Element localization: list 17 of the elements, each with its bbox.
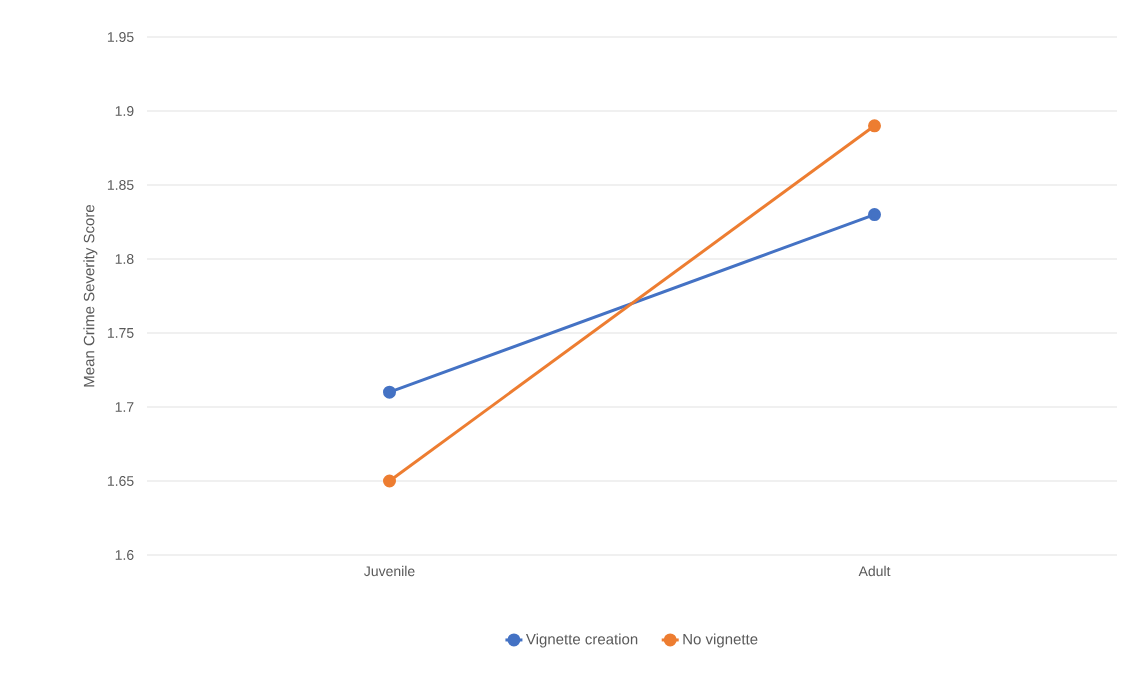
- y-tick-label: 1.75: [107, 328, 134, 338]
- legend-label: No vignette: [683, 633, 758, 648]
- y-tick-label: 1.6: [115, 550, 134, 560]
- y-tick-label: 1.7: [115, 402, 134, 412]
- point: [868, 119, 882, 133]
- legend-label: Vignette creation: [525, 633, 638, 648]
- y-tick-label: 1.65: [107, 476, 134, 486]
- y-axis-title: Mean Crime Severity Score: [83, 205, 98, 387]
- y-tick-label: 1.85: [107, 180, 134, 190]
- y-tick-label: 1.95: [107, 32, 134, 42]
- x-tick-label: Adult: [858, 565, 891, 577]
- y-tick-label: 1.9: [115, 106, 134, 116]
- point: [383, 474, 396, 488]
- x-tick-label: Juvenile: [364, 565, 415, 577]
- point: [868, 208, 882, 222]
- y-tick-label: 1.8: [115, 254, 134, 264]
- point: [383, 385, 396, 399]
